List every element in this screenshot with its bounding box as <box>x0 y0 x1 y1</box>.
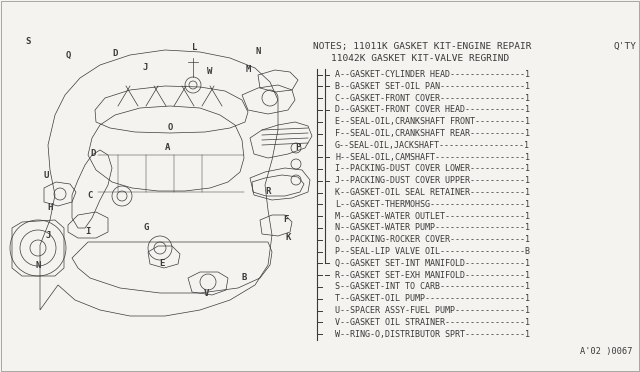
Text: NOTES; 11011K GASKET KIT-ENGINE REPAIR: NOTES; 11011K GASKET KIT-ENGINE REPAIR <box>313 42 531 51</box>
Text: L: L <box>192 44 198 52</box>
Text: M: M <box>245 65 251 74</box>
Text: S: S <box>26 38 31 46</box>
Text: 11042K GASKET KIT-VALVE REGRIND: 11042K GASKET KIT-VALVE REGRIND <box>331 54 509 63</box>
Text: J: J <box>142 64 148 73</box>
Text: D: D <box>112 48 118 58</box>
Text: C: C <box>87 192 93 201</box>
Text: N: N <box>255 48 260 57</box>
Text: V--GASKET OIL STRAINER----------------1: V--GASKET OIL STRAINER----------------1 <box>335 318 530 327</box>
Text: Q'TY: Q'TY <box>614 42 637 51</box>
Text: M--GASKET-WATER OUTLET----------------1: M--GASKET-WATER OUTLET----------------1 <box>335 212 530 221</box>
Text: R--GASKET SET-EXH MANIFOLD------------1: R--GASKET SET-EXH MANIFOLD------------1 <box>335 270 530 280</box>
Text: F: F <box>284 215 289 224</box>
Text: F--SEAL-OIL,CRANKSHAFT REAR-----------1: F--SEAL-OIL,CRANKSHAFT REAR-----------1 <box>335 129 530 138</box>
Text: A--GASKET-CYLINDER HEAD---------------1: A--GASKET-CYLINDER HEAD---------------1 <box>335 70 530 79</box>
Text: U: U <box>44 170 49 180</box>
Text: C--GASKET-FRONT COVER-----------------1: C--GASKET-FRONT COVER-----------------1 <box>335 94 530 103</box>
Text: A'02 )0067: A'02 )0067 <box>579 347 632 356</box>
Text: K--GASKET-OIL SEAL RETAINER-----------1: K--GASKET-OIL SEAL RETAINER-----------1 <box>335 188 530 197</box>
Text: S--GASKET-INT TO CARB-----------------1: S--GASKET-INT TO CARB-----------------1 <box>335 282 530 291</box>
Text: A: A <box>165 144 171 153</box>
Text: O: O <box>167 124 173 132</box>
Text: B--GASKET SET-OIL PAN-----------------1: B--GASKET SET-OIL PAN-----------------1 <box>335 82 530 91</box>
Text: E--SEAL-OIL,CRANKSHAFT FRONT----------1: E--SEAL-OIL,CRANKSHAFT FRONT----------1 <box>335 117 530 126</box>
Text: B: B <box>241 273 246 282</box>
Text: V: V <box>204 289 209 298</box>
Text: U--SPACER ASSY-FUEL PUMP--------------1: U--SPACER ASSY-FUEL PUMP--------------1 <box>335 306 530 315</box>
Text: K: K <box>285 234 291 243</box>
Text: P: P <box>295 144 301 153</box>
Text: D: D <box>90 150 96 158</box>
Text: R: R <box>266 187 271 196</box>
Text: T--GASKET-OIL PUMP--------------------1: T--GASKET-OIL PUMP--------------------1 <box>335 294 530 303</box>
Text: G--SEAL-OIL,JACKSHAFT-----------------1: G--SEAL-OIL,JACKSHAFT-----------------1 <box>335 141 530 150</box>
Text: O--PACKING-ROCKER COVER---------------1: O--PACKING-ROCKER COVER---------------1 <box>335 235 530 244</box>
Text: I: I <box>85 228 91 237</box>
Text: P--SEAL-LIP VALVE OIL-----------------B: P--SEAL-LIP VALVE OIL-----------------B <box>335 247 530 256</box>
Text: J: J <box>45 231 51 240</box>
Text: H: H <box>47 203 52 212</box>
Text: W: W <box>207 67 212 77</box>
Text: G: G <box>143 224 148 232</box>
Text: N: N <box>35 260 41 269</box>
Text: Q--GASKET SET-INT MANIFOLD------------1: Q--GASKET SET-INT MANIFOLD------------1 <box>335 259 530 268</box>
Text: N--GASKET-WATER PUMP------------------1: N--GASKET-WATER PUMP------------------1 <box>335 224 530 232</box>
Text: H--SEAL-OIL,CAMSHAFT------------------1: H--SEAL-OIL,CAMSHAFT------------------1 <box>335 153 530 161</box>
Text: D--GASKET-FRONT COVER HEAD------------1: D--GASKET-FRONT COVER HEAD------------1 <box>335 105 530 115</box>
Text: Q: Q <box>65 51 70 60</box>
Text: J--PACKING-DUST COVER UPPER-----------1: J--PACKING-DUST COVER UPPER-----------1 <box>335 176 530 185</box>
Text: I--PACKING-DUST COVER LOWER-----------1: I--PACKING-DUST COVER LOWER-----------1 <box>335 164 530 173</box>
Text: W--RING-O,DISTRIBUTOR SPRT------------1: W--RING-O,DISTRIBUTOR SPRT------------1 <box>335 330 530 339</box>
Text: L--GASKET-THERMOHSG-------------------1: L--GASKET-THERMOHSG-------------------1 <box>335 200 530 209</box>
Text: E: E <box>159 260 164 269</box>
